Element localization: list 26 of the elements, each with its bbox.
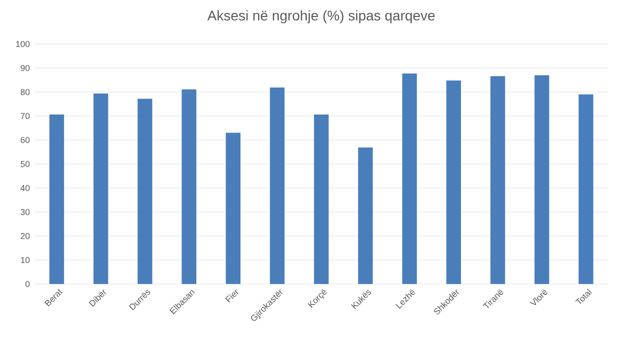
bar (446, 80, 461, 284)
y-tick-label: 100 (16, 40, 30, 48)
bar (358, 147, 373, 284)
bar (182, 89, 196, 284)
y-tick-label: 80 (20, 88, 30, 96)
y-tick-label: 60 (20, 136, 30, 144)
bar (490, 76, 506, 284)
x-tick-label: Fier (225, 289, 238, 303)
y-tick-label: 70 (20, 112, 30, 120)
y-tick-label: 0 (25, 280, 30, 288)
bar (226, 132, 240, 284)
bar (402, 74, 417, 284)
y-tick-label: 50 (20, 160, 30, 168)
bar (578, 94, 594, 284)
bar (49, 114, 64, 284)
bar (138, 98, 152, 284)
y-tick-label: 30 (20, 208, 30, 216)
y-tick-label: 90 (20, 64, 30, 72)
y-tick-label: 10 (20, 256, 30, 264)
chart-title: Aksesi në ngrohje (%) sipas qarqeve (207, 10, 435, 24)
bar (314, 114, 329, 284)
bar (93, 93, 108, 284)
bar (270, 87, 285, 284)
bar (534, 75, 550, 284)
y-tick-label: 20 (20, 232, 30, 240)
y-tick-label: 40 (20, 184, 30, 192)
